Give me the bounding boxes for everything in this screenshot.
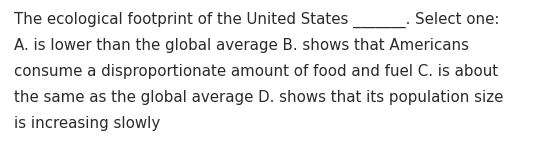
Text: consume a disproportionate amount of food and fuel C. is about: consume a disproportionate amount of foo… <box>14 64 498 79</box>
Text: The ecological footprint of the United States _______. Select one:: The ecological footprint of the United S… <box>14 12 499 28</box>
Text: the same as the global average D. shows that its population size: the same as the global average D. shows … <box>14 90 503 105</box>
Text: A. is lower than the global average B. shows that Americans: A. is lower than the global average B. s… <box>14 38 469 53</box>
Text: is increasing slowly: is increasing slowly <box>14 116 160 131</box>
